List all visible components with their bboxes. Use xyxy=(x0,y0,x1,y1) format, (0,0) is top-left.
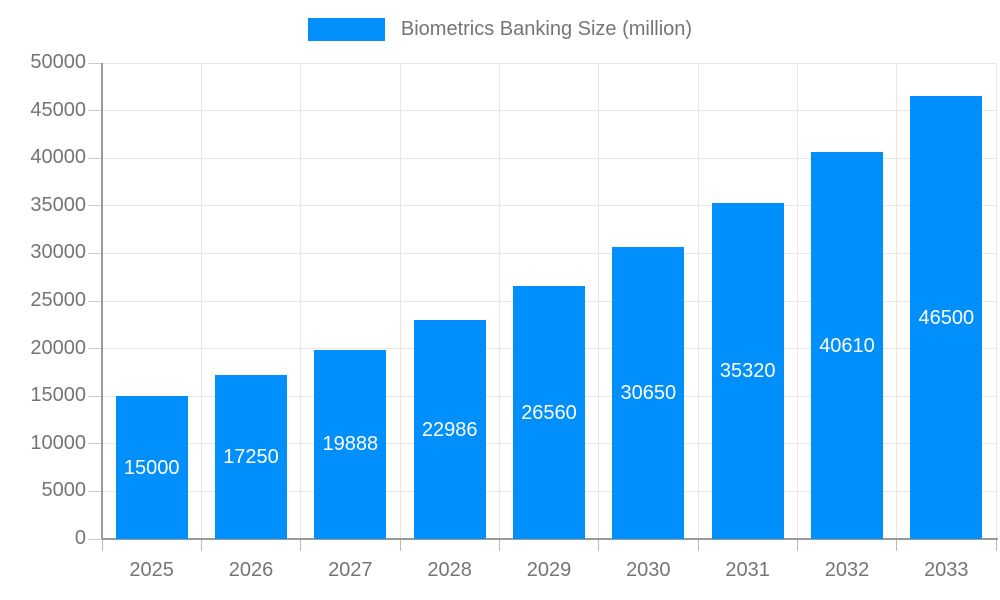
y-axis-label: 5000 xyxy=(41,479,87,502)
gridline-horizontal xyxy=(102,157,996,159)
y-axis-tick xyxy=(88,62,102,64)
gridline-horizontal xyxy=(102,205,996,207)
x-axis-label: 2029 xyxy=(526,559,572,581)
y-axis-tick xyxy=(88,443,102,445)
bar-2026[interactable] xyxy=(215,374,287,539)
y-axis-tick xyxy=(88,252,102,254)
y-axis-tick xyxy=(88,157,102,159)
bar-value-label: 30650 xyxy=(620,382,677,405)
bar-value-label: 15000 xyxy=(123,456,180,479)
x-axis-tick xyxy=(200,539,202,551)
chart-legend[interactable]: Biometrics Banking Size (million) xyxy=(0,18,1000,41)
y-axis-label: 35000 xyxy=(30,193,86,216)
y-axis-label: 10000 xyxy=(30,431,86,454)
x-axis-tick xyxy=(300,539,302,551)
bar-2028[interactable] xyxy=(413,320,486,539)
bar-value-label: 35320 xyxy=(719,359,776,382)
x-axis-label: 2028 xyxy=(427,559,472,581)
bar-2030[interactable] xyxy=(612,247,685,539)
gridline-horizontal xyxy=(102,252,996,254)
bar-2029[interactable] xyxy=(513,286,585,539)
y-axis-tick xyxy=(88,395,102,397)
gridline-vertical xyxy=(399,63,401,539)
y-axis-tick xyxy=(88,205,102,207)
bar-2025[interactable] xyxy=(115,396,188,539)
y-axis-line xyxy=(101,63,103,539)
gridline-vertical xyxy=(200,63,202,539)
x-axis-tick xyxy=(101,539,103,551)
x-axis-tick xyxy=(896,539,898,551)
bar-value-label: 19888 xyxy=(322,433,379,456)
bar-value-label: 17250 xyxy=(223,445,279,468)
y-axis-label: 50000 xyxy=(30,51,86,73)
x-axis-tick xyxy=(498,539,500,551)
bar-2033[interactable] xyxy=(910,96,983,539)
y-axis-label: 30000 xyxy=(30,241,86,264)
bar-2027[interactable] xyxy=(314,349,387,539)
y-axis-label: 25000 xyxy=(30,289,86,311)
x-axis-label: 2026 xyxy=(228,559,274,581)
gridline-vertical xyxy=(697,63,699,539)
gridline-vertical xyxy=(300,63,302,539)
x-axis-label: 2025 xyxy=(129,559,174,581)
y-axis-label: 0 xyxy=(74,527,86,549)
bar-value-label: 26560 xyxy=(521,401,577,424)
x-axis-label: 2031 xyxy=(725,559,770,581)
bar-value-label: 46500 xyxy=(918,306,975,329)
y-axis-label: 20000 xyxy=(30,336,86,359)
x-axis-label: 2033 xyxy=(924,559,969,581)
bar-2031[interactable] xyxy=(711,202,784,539)
y-axis-label: 40000 xyxy=(30,146,86,169)
legend-swatch xyxy=(307,18,385,41)
legend-label: Biometrics Banking Size (million) xyxy=(400,18,693,40)
x-axis-tick xyxy=(697,539,699,551)
y-axis-label: 15000 xyxy=(30,384,86,407)
y-axis-tick xyxy=(88,348,102,350)
bar-value-label: 22986 xyxy=(421,418,478,441)
x-axis-tick xyxy=(598,539,600,551)
bar-2032[interactable] xyxy=(811,152,883,539)
y-axis-label: 45000 xyxy=(30,98,86,121)
x-axis-label: 2032 xyxy=(824,559,870,581)
y-axis-tick xyxy=(88,490,102,492)
gridline-vertical xyxy=(995,63,997,539)
gridline-horizontal xyxy=(102,62,996,64)
gridline-vertical xyxy=(498,63,500,539)
gridline-vertical xyxy=(896,63,898,539)
x-axis-line xyxy=(102,538,998,540)
x-axis-tick xyxy=(995,539,997,551)
y-axis-tick xyxy=(88,538,102,540)
x-axis-tick xyxy=(399,539,401,551)
x-axis-label: 2030 xyxy=(626,559,671,581)
y-axis-tick xyxy=(88,300,102,302)
y-axis-tick xyxy=(88,110,102,112)
x-axis-tick xyxy=(796,539,798,551)
gridline-vertical xyxy=(598,63,600,539)
bar-value-label: 40610 xyxy=(819,334,875,357)
gridline-horizontal xyxy=(102,110,996,112)
gridline-vertical xyxy=(796,63,798,539)
x-axis-label: 2027 xyxy=(328,559,373,581)
